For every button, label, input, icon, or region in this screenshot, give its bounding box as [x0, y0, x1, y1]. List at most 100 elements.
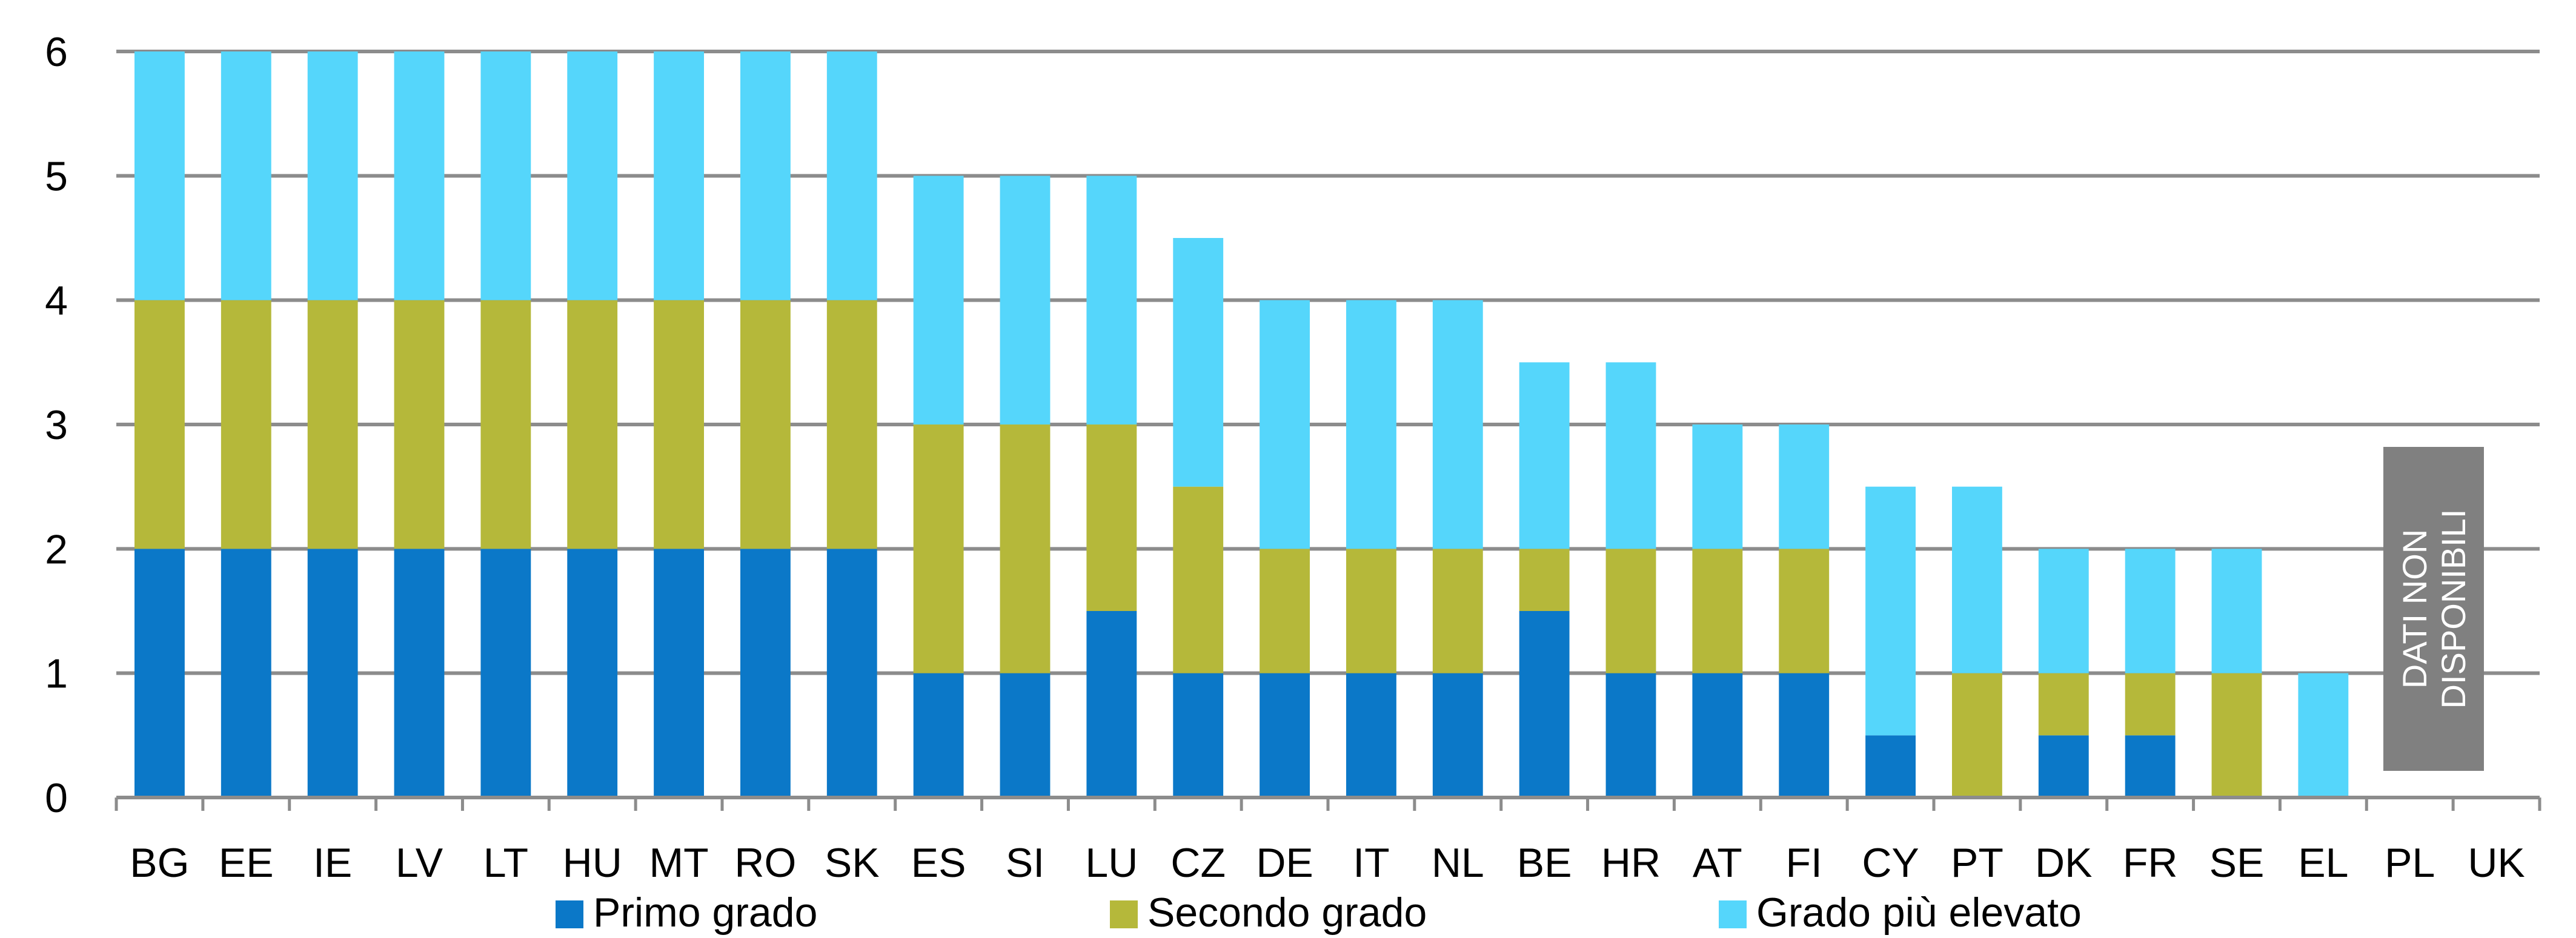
bar-segment-LU-2: [1086, 424, 1137, 611]
bar-segment-ES-2: [913, 424, 964, 673]
y-tick-label: 6: [45, 29, 68, 75]
bar-segment-CY-1: [1865, 735, 1916, 798]
x-tick-label-LU: LU: [1085, 840, 1138, 886]
y-tick-label: 1: [45, 651, 68, 697]
bar-segment-IE-3: [307, 51, 358, 300]
x-tick-label-FR: FR: [2123, 840, 2178, 886]
bar-segment-AT-3: [1692, 424, 1743, 549]
x-tick-label-BG: BG: [130, 840, 189, 886]
bar-segment-BG-3: [134, 51, 185, 300]
legend-label-2: Secondo grado: [1147, 890, 1427, 936]
bar-segment-DE-2: [1260, 549, 1310, 673]
bars: [134, 51, 2349, 798]
bar-segment-SK-3: [826, 51, 877, 300]
bar-segment-DE-3: [1260, 300, 1310, 549]
bar-segment-RO-3: [740, 51, 791, 300]
bar-segment-BE-1: [1519, 611, 1570, 798]
bar-segment-IT-2: [1346, 549, 1396, 673]
bar-segment-NL-2: [1432, 549, 1483, 673]
bar-segment-EE-3: [221, 51, 271, 300]
bar-segment-NL-3: [1432, 300, 1483, 549]
x-tick-label-IE: IE: [313, 840, 352, 886]
x-tick-label-EE: EE: [219, 840, 274, 886]
bar-segment-CY-3: [1865, 486, 1916, 736]
bar-segment-IT-3: [1346, 300, 1396, 549]
x-tick-label-LT: LT: [483, 840, 528, 886]
x-tick-label-DK: DK: [2035, 840, 2092, 886]
bar-segment-CZ-1: [1173, 673, 1224, 798]
bar-segment-EE-2: [221, 300, 271, 549]
bar-segment-RO-1: [740, 549, 791, 798]
y-axis-ticks: 0 1 2 3 4 5 6: [45, 29, 68, 821]
x-axis: [115, 796, 2541, 811]
x-tick-label-HR: HR: [1601, 840, 1661, 886]
bar-segment-DK-1: [2038, 735, 2089, 798]
bar-segment-BE-2: [1519, 549, 1570, 611]
bar-segment-IT-1: [1346, 673, 1396, 798]
y-tick-label: 5: [45, 153, 68, 199]
bar-segment-LV-1: [394, 549, 445, 798]
bar-segment-MT-2: [654, 300, 704, 549]
bar-segment-SE-2: [2211, 673, 2262, 798]
legend-label-1: Primo grado: [593, 890, 817, 936]
no-data-box: [2383, 447, 2484, 771]
bar-segment-EE-1: [221, 549, 271, 798]
bar-segment-DE-1: [1260, 673, 1310, 798]
bar-segment-IE-2: [307, 300, 358, 549]
x-tick-label-UK: UK: [2468, 840, 2525, 886]
no-data-label-line: DISPONIBILI: [2434, 509, 2472, 709]
x-tick-label-SK: SK: [825, 840, 880, 886]
bar-segment-MT-1: [654, 549, 704, 798]
bar-segment-NL-1: [1432, 673, 1483, 798]
bar-segment-HU-1: [567, 549, 618, 798]
bar-segment-HR-3: [1605, 362, 1656, 549]
bar-segment-SE-3: [2211, 549, 2262, 673]
bar-segment-LV-2: [394, 300, 445, 549]
y-tick-label: 2: [45, 526, 68, 572]
bar-segment-HU-3: [567, 51, 618, 300]
bar-segment-LU-3: [1086, 176, 1137, 424]
bar-segment-FR-3: [2125, 549, 2176, 673]
x-tick-label-IT: IT: [1353, 840, 1389, 886]
bar-segment-LV-3: [394, 51, 445, 300]
bar-segment-SI-2: [1000, 424, 1051, 673]
bar-segment-LT-1: [480, 549, 531, 798]
bar-segment-HU-2: [567, 300, 618, 549]
bar-segment-LU-1: [1086, 611, 1137, 798]
x-tick-label-SI: SI: [1006, 840, 1044, 886]
bar-segment-FI-3: [1779, 424, 1830, 549]
bar-segment-LT-2: [480, 300, 531, 549]
x-tick-label-HU: HU: [563, 840, 622, 886]
bar-segment-SK-1: [826, 549, 877, 798]
x-tick-label-DE: DE: [1256, 840, 1313, 886]
bar-segment-AT-2: [1692, 549, 1743, 673]
bar-segment-LT-3: [480, 51, 531, 300]
x-tick-label-CY: CY: [1862, 840, 1919, 886]
x-tick-label-CZ: CZ: [1170, 840, 1226, 886]
x-tick-label-PT: PT: [1951, 840, 2003, 886]
x-axis-ticks: BG EE IE LV LT HU MT RO SK ES SI LU CZ DE IT NL BE HR AT FI…: [130, 840, 2525, 886]
x-tick-label-PL: PL: [2385, 840, 2435, 886]
y-tick-label: 4: [45, 278, 68, 324]
bar-segment-FR-1: [2125, 735, 2176, 798]
bar-segment-SI-1: [1000, 673, 1051, 798]
bar-segment-IE-1: [307, 549, 358, 798]
bar-segment-RO-2: [740, 300, 791, 549]
bar-segment-CZ-2: [1173, 486, 1224, 673]
bar-segment-ES-3: [913, 176, 964, 424]
x-tick-label-NL: NL: [1432, 840, 1484, 886]
bar-segment-MT-3: [654, 51, 704, 300]
x-tick-label-ES: ES: [911, 840, 966, 886]
bar-segment-ES-1: [913, 673, 964, 798]
bar-segment-CZ-3: [1173, 238, 1224, 487]
legend-label-3: Grado più elevato: [1756, 890, 2082, 936]
bar-segment-BE-3: [1519, 362, 1570, 549]
bar-segment-PT-2: [1952, 673, 2002, 798]
no-data-label-line: DATI NON: [2395, 529, 2434, 689]
bar-segment-EL-3: [2298, 673, 2349, 798]
no-data-annotation: DATI NON DISPONIBILI: [2383, 447, 2484, 771]
bar-segment-HR-1: [1605, 673, 1656, 798]
y-tick-label: 3: [45, 402, 68, 448]
bar-segment-FI-2: [1779, 549, 1830, 673]
